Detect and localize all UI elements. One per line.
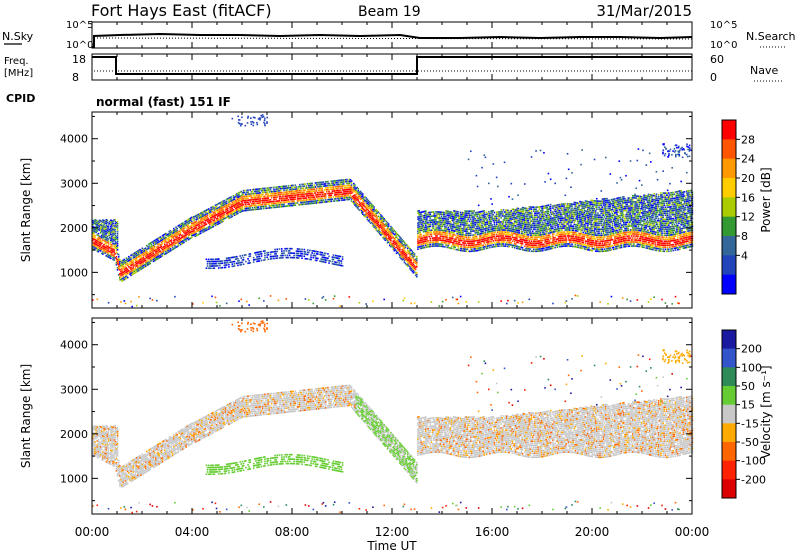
nsky-label: N.Sky xyxy=(2,30,34,43)
colorbar-swatch xyxy=(722,349,736,368)
colorbar-swatch xyxy=(722,405,736,424)
x-tick-label: 08:00 xyxy=(275,525,310,539)
colorbar-tick-label: 4 xyxy=(741,249,748,262)
colorbar-tick-label: 12 xyxy=(741,211,755,224)
nsearch-label: N.Search xyxy=(746,30,796,43)
velocity-ylabel: Slant Range [km] xyxy=(19,364,33,468)
nave-tick-bottom: 0 xyxy=(710,71,717,84)
colorbar-swatch xyxy=(722,120,736,140)
noise-tick-top-right: 10^5 xyxy=(710,20,737,31)
noise-tick-bottom: 10^0 xyxy=(66,40,93,51)
x-tick-label: 00:00 xyxy=(675,525,710,539)
velocity-data xyxy=(92,320,693,513)
y-tick-label: 1000 xyxy=(60,266,88,279)
y-tick-label: 2000 xyxy=(60,428,88,441)
colorbar-swatch xyxy=(722,178,736,198)
x-tick-label: 04:00 xyxy=(175,525,210,539)
y-tick-label: 4000 xyxy=(60,339,88,352)
cpid-label: CPID xyxy=(6,92,35,105)
nave-tick-top: 60 xyxy=(710,53,724,66)
colorbar-tick-label: 15 xyxy=(741,399,755,412)
x-tick-label: 00:00 xyxy=(75,525,110,539)
power-data xyxy=(92,114,693,307)
colorbar-tick-label: 24 xyxy=(741,153,755,166)
colorbar-swatch xyxy=(722,461,736,480)
colorbar-tick-label: 20 xyxy=(741,172,755,185)
colorbar-swatch xyxy=(722,423,736,442)
colorbar-swatch xyxy=(722,442,736,461)
date-label: 31/Mar/2015 xyxy=(596,2,692,20)
nsearch-line xyxy=(94,38,692,39)
x-tick-label: 16:00 xyxy=(475,525,510,539)
velocity-colorbar-label: Velocity [m s⁻¹] xyxy=(759,365,773,458)
colorbar-swatch xyxy=(722,479,736,498)
power-panel: 1000 2000 3000 4000 Slant Range [km] xyxy=(19,112,693,308)
station-title: Fort Hays East (fitACF) xyxy=(91,1,272,20)
beam-label: Beam 19 xyxy=(358,4,421,20)
nave-label: Nave xyxy=(750,64,778,77)
freq-tick-top: 18 xyxy=(72,53,86,66)
colorbar-swatch xyxy=(722,330,736,349)
colorbar-tick-label: -50 xyxy=(741,436,759,449)
colorbar-swatch xyxy=(722,217,736,237)
colorbar-tick-label: 16 xyxy=(741,191,755,204)
y-tick-label: 2000 xyxy=(60,222,88,235)
time-xlabel: Time UT xyxy=(366,539,417,553)
freq-label-line1: Freq. xyxy=(4,56,29,67)
cpid-value: normal (fast) 151 IF xyxy=(96,95,231,109)
freq-panel: Freq. [MHz] 18 8 60 0 Nave xyxy=(4,53,782,84)
colorbar-swatch xyxy=(722,197,736,217)
y-tick-label: 3000 xyxy=(60,383,88,396)
velocity-panel: 1000 2000 3000 4000 Slant Range [km] xyxy=(19,318,693,514)
power-ylabel: Slant Range [km] xyxy=(19,158,33,262)
colorbar-swatch xyxy=(722,139,736,159)
noise-tick-bottom-right: 10^0 xyxy=(710,40,737,51)
noise-panel: N.Sky 10^5 10^0 10^5 10^0 N.Search xyxy=(2,20,796,51)
colorbar-swatch xyxy=(722,255,736,275)
x-tick-label: 12:00 xyxy=(375,525,410,539)
freq-label-line2: [MHz] xyxy=(4,68,33,79)
colorbar-tick-label: -15 xyxy=(741,417,759,430)
colorbar-tick-label: 50 xyxy=(741,380,755,393)
colorbar-swatch xyxy=(722,159,736,179)
y-tick-label: 1000 xyxy=(60,472,88,485)
y-tick-label: 3000 xyxy=(60,177,88,190)
colorbar-tick-label: 8 xyxy=(741,230,748,243)
power-colorbar: 28 24 20 16 12 8 4 xyxy=(722,120,755,295)
colorbar-swatch xyxy=(722,236,736,256)
colorbar-tick-label: 200 xyxy=(741,343,762,356)
freq-tick-bottom: 8 xyxy=(72,71,79,84)
colorbar-tick-label: 28 xyxy=(741,133,755,146)
y-tick-label: 4000 xyxy=(60,133,88,146)
colorbar-swatch xyxy=(722,275,736,295)
power-colorbar-label: Power [dB] xyxy=(759,167,773,232)
noise-tick-top: 10^5 xyxy=(66,20,93,31)
x-tick-label: 20:00 xyxy=(575,525,610,539)
colorbar-swatch xyxy=(722,367,736,386)
colorbar-swatch xyxy=(722,386,736,405)
colorbar-tick-label: -200 xyxy=(741,473,766,486)
